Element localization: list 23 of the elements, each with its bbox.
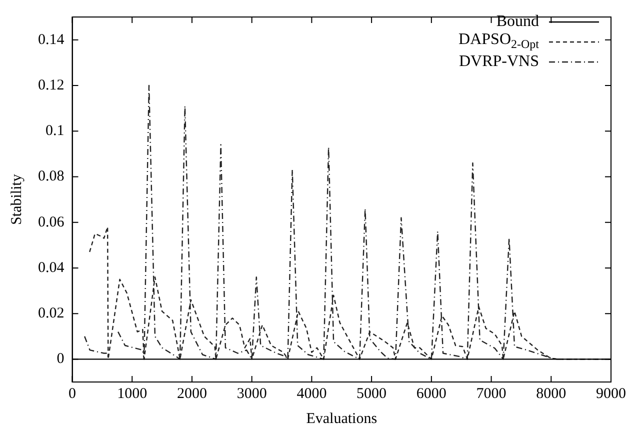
x-tick-label: 4000: [296, 386, 327, 402]
x-tick-label: 2000: [176, 386, 207, 402]
y-tick-label: 0: [56, 351, 64, 368]
x-axis-title: Evaluations: [306, 410, 378, 427]
y-tick-label: 0.02: [38, 306, 64, 322]
y-axis-title: Stability: [8, 174, 25, 225]
legend-label: DVRP-VNS: [458, 53, 539, 72]
y-tick-label: 0.06: [38, 214, 65, 230]
legend-label: DAPSO$_{2-Opt}$: [458, 31, 539, 54]
y-tick-label: 0.08: [38, 168, 64, 185]
x-tick-label: 7000: [476, 386, 506, 402]
y-tick-label: 0.04: [38, 260, 65, 276]
x-tick-label: 1000: [117, 386, 148, 402]
x-tick-label: 5000: [356, 386, 387, 402]
y-tick-label: 0.1: [46, 123, 64, 139]
x-tick-label: 0: [68, 386, 76, 402]
legend-label: Bound: [496, 13, 539, 31]
y-tick-label: 0.14: [38, 32, 65, 48]
x-tick-label: 3000: [236, 386, 267, 402]
y-tick-label: 0.12: [38, 77, 64, 94]
x-tick-label: 6000: [416, 386, 446, 402]
x-tick-label: 9000: [596, 386, 626, 402]
x-tick-label: 8000: [536, 386, 566, 402]
